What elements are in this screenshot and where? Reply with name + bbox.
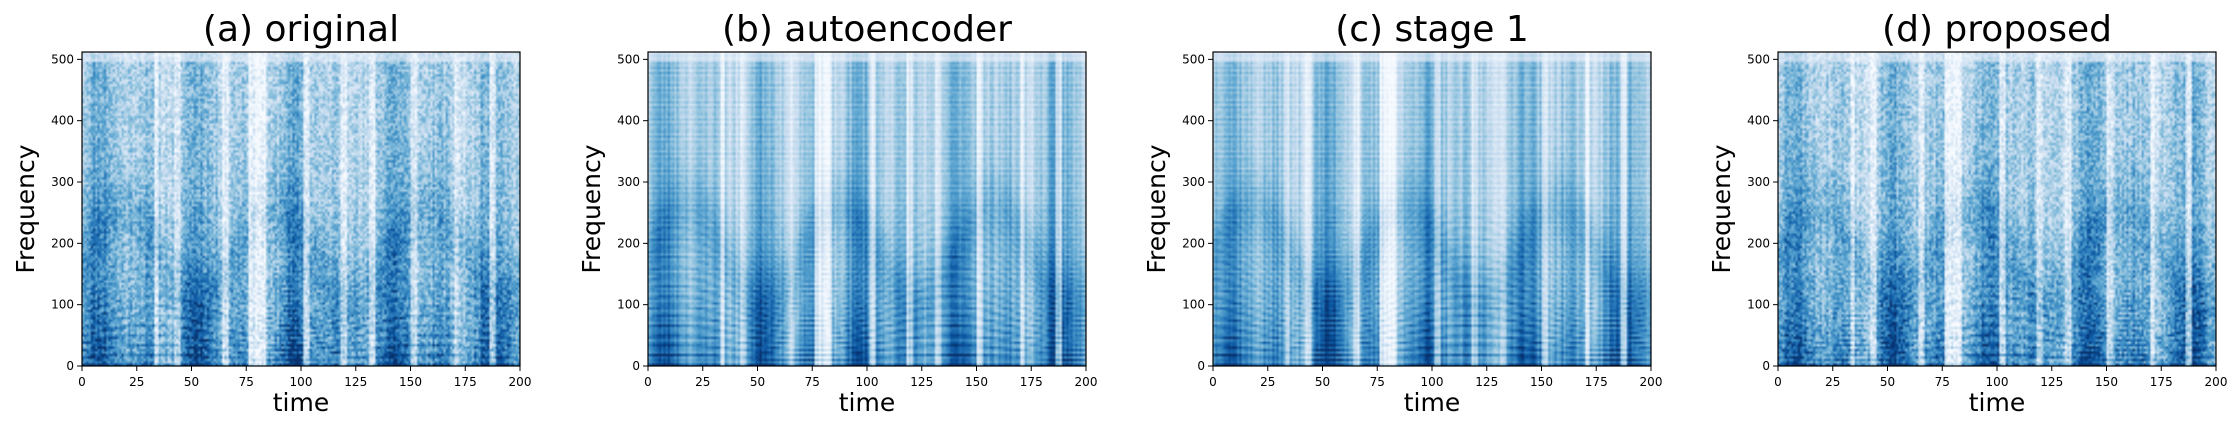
x-tick-label: 0 (1774, 375, 1782, 389)
y-tick-label: 100 (1747, 298, 1770, 312)
x-tick-label: 100 (1986, 375, 2009, 389)
x-tick-label: 175 (2150, 375, 2173, 389)
y-tick-label: 0 (1762, 359, 1770, 373)
x-tick-label: 200 (2205, 375, 2228, 389)
x-tick-label: 150 (399, 375, 422, 389)
y-tick-label: 300 (617, 175, 640, 189)
y-tick-label: 0 (66, 359, 74, 373)
x-axis-label: time (1404, 388, 1460, 417)
x-tick-label: 125 (910, 375, 933, 389)
x-tick-label: 50 (750, 375, 765, 389)
y-tick-label: 100 (617, 298, 640, 312)
x-tick-label: 25 (1825, 375, 1840, 389)
x-tick-label: 125 (2040, 375, 2063, 389)
x-tick-label: 150 (2095, 375, 2118, 389)
spectrogram-panel-4: (d) proposed 0 25 50 75 100 125 150 175 200 0 100 20… (1707, 9, 2227, 417)
panel-title: (d) proposed (1882, 9, 2112, 50)
x-tick-label: 100 (856, 375, 879, 389)
y-tick-label: 400 (51, 114, 74, 128)
x-tick-label: 175 (1020, 375, 1043, 389)
x-tick-label: 175 (454, 375, 477, 389)
spectrogram-heatmap (82, 52, 520, 366)
spectrogram-heatmap (1778, 52, 2216, 366)
y-tick-label: 200 (1182, 236, 1205, 250)
x-tick-label: 50 (184, 375, 199, 389)
x-axis-label: time (839, 388, 895, 417)
panel-title: (c) stage 1 (1335, 9, 1529, 50)
x-axis-label: time (273, 388, 329, 417)
x-tick-label: 150 (965, 375, 988, 389)
y-tick-label: 200 (617, 236, 640, 250)
x-tick-label: 0 (78, 375, 86, 389)
spectrogram-panel-1: (a) original 0 25 50 75 100 125 150 175 200 0 100 20… (11, 9, 531, 417)
x-tick-label: 25 (129, 375, 144, 389)
x-tick-label: 75 (239, 375, 254, 389)
x-tick-label: 150 (1530, 375, 1553, 389)
x-tick-label: 75 (805, 375, 820, 389)
y-tick-label: 0 (1197, 359, 1205, 373)
y-tick-label: 400 (1182, 114, 1205, 128)
x-tick-label: 50 (1315, 375, 1330, 389)
x-tick-label: 25 (695, 375, 710, 389)
x-tick-label: 25 (1260, 375, 1275, 389)
y-tick-label: 100 (51, 298, 74, 312)
spectrogram-heatmap (1213, 52, 1651, 366)
x-tick-label: 200 (509, 375, 532, 389)
spectrogram-heatmap (648, 52, 1086, 366)
x-tick-label: 50 (1880, 375, 1895, 389)
y-tick-label: 500 (51, 52, 74, 66)
y-axis-label: Frequency (1707, 144, 1736, 273)
x-tick-label: 100 (1421, 375, 1444, 389)
x-tick-label: 0 (1209, 375, 1217, 389)
y-tick-label: 500 (617, 52, 640, 66)
y-axis-label: Frequency (11, 144, 40, 273)
y-tick-label: 300 (1182, 175, 1205, 189)
y-tick-label: 100 (1182, 298, 1205, 312)
x-tick-label: 75 (1935, 375, 1950, 389)
y-tick-label: 500 (1747, 52, 1770, 66)
y-tick-label: 0 (632, 359, 640, 373)
y-tick-label: 500 (1182, 52, 1205, 66)
x-tick-label: 125 (1475, 375, 1498, 389)
y-tick-label: 300 (51, 175, 74, 189)
y-tick-label: 400 (617, 114, 640, 128)
panel-title: (a) original (203, 9, 399, 50)
x-tick-label: 75 (1370, 375, 1385, 389)
x-tick-label: 200 (1640, 375, 1663, 389)
spectrogram-panel-2: (b) autoencoder 0 25 50 75 100 125 150 175 200 0 10… (577, 9, 1097, 417)
spectrogram-panel-3: (c) stage 1 0 25 50 75 100 125 150 175 200 0 100 200… (1142, 9, 1662, 417)
x-tick-label: 200 (1075, 375, 1098, 389)
x-tick-label: 0 (644, 375, 652, 389)
y-axis-label: Frequency (1142, 144, 1171, 273)
y-tick-label: 300 (1747, 175, 1770, 189)
y-tick-label: 200 (51, 236, 74, 250)
x-tick-label: 100 (290, 375, 313, 389)
panel-title: (b) autoencoder (722, 9, 1012, 50)
y-axis-label: Frequency (577, 144, 606, 273)
y-tick-label: 400 (1747, 114, 1770, 128)
x-tick-label: 175 (1585, 375, 1608, 389)
x-axis-label: time (1969, 388, 2025, 417)
y-tick-label: 200 (1747, 236, 1770, 250)
x-tick-label: 125 (344, 375, 367, 389)
